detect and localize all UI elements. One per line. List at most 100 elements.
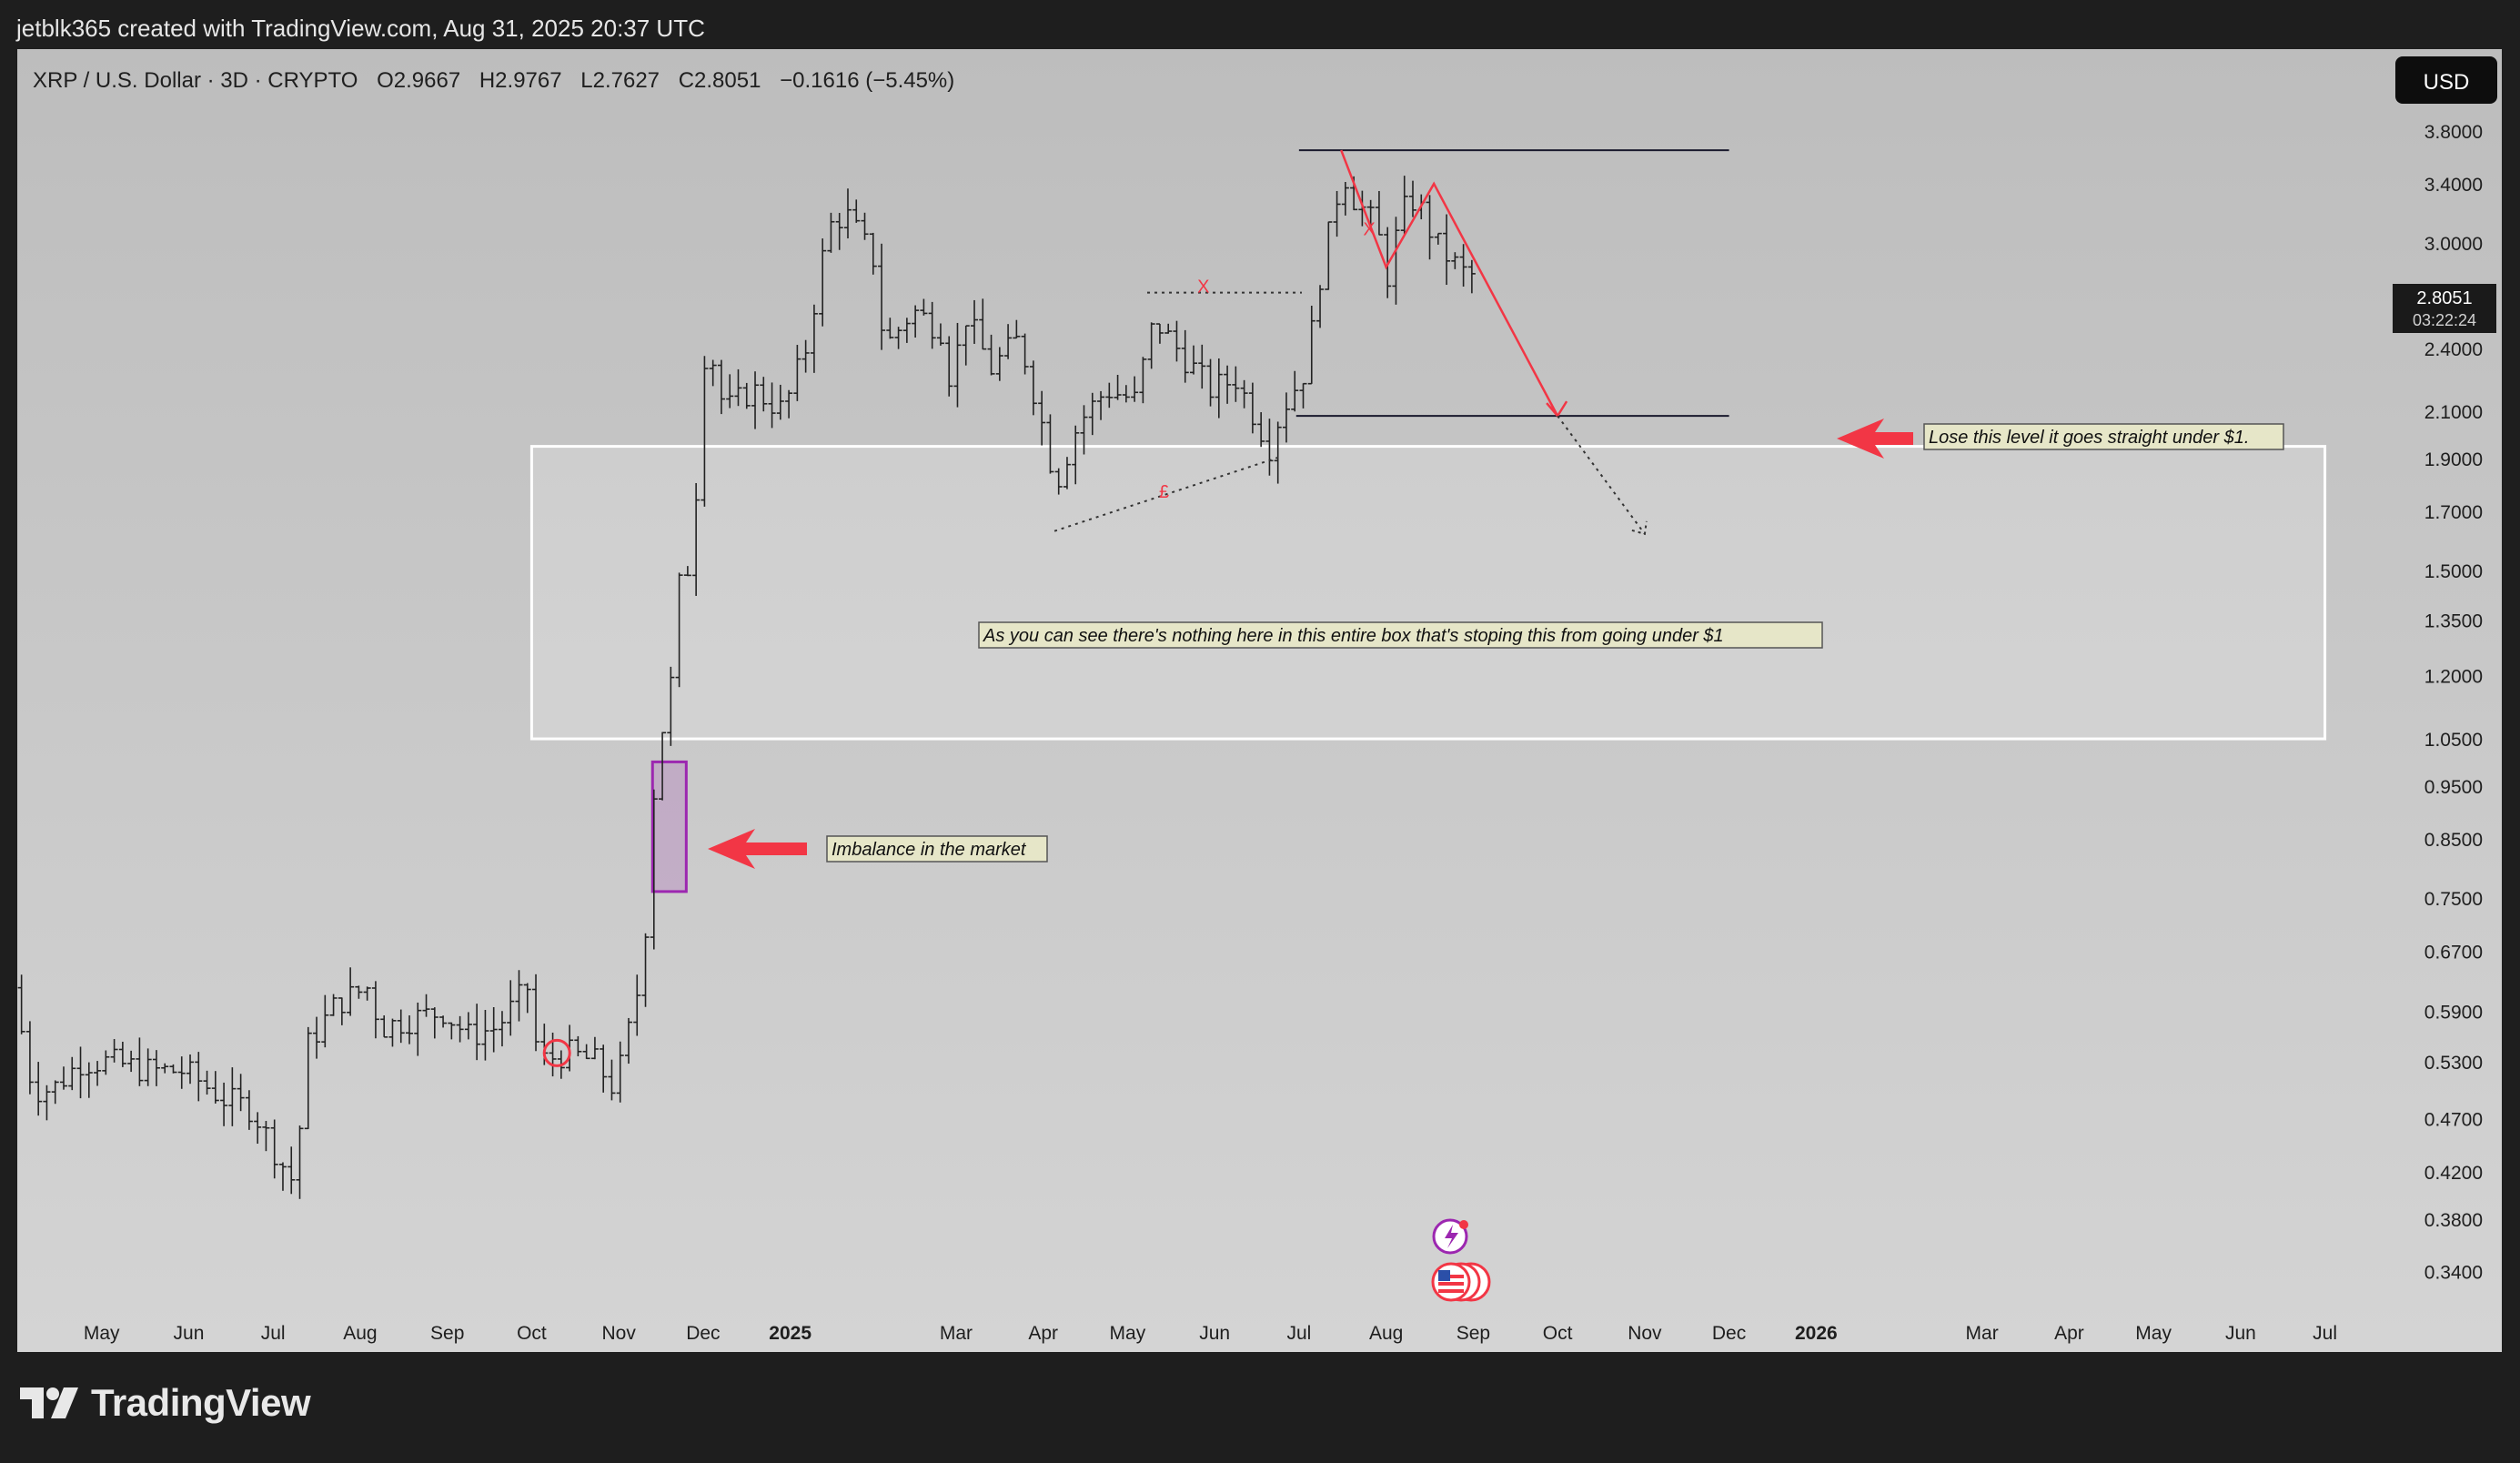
candle[interactable] (801, 339, 810, 373)
candle[interactable] (683, 566, 691, 577)
candle[interactable] (371, 981, 379, 1039)
candle[interactable] (448, 1022, 456, 1040)
candle[interactable] (473, 1004, 481, 1061)
candle[interactable] (304, 1026, 312, 1130)
box-note[interactable]: As you can see there's nothing here in t… (978, 621, 1823, 649)
candle[interactable] (1282, 392, 1290, 443)
candle[interactable] (742, 382, 751, 409)
candle[interactable] (1063, 457, 1071, 489)
candle[interactable] (110, 1039, 118, 1063)
us-flag-event-icon[interactable] (1431, 1262, 1491, 1302)
candle[interactable] (768, 382, 776, 429)
candle[interactable] (751, 371, 760, 429)
candle[interactable] (953, 322, 962, 408)
candle[interactable] (456, 1015, 464, 1043)
imbalance-zone[interactable] (650, 760, 688, 893)
candle[interactable] (701, 356, 709, 507)
candle[interactable] (152, 1050, 160, 1086)
candle[interactable] (489, 1006, 498, 1053)
candle[interactable] (321, 994, 329, 1048)
candle[interactable] (1190, 345, 1198, 375)
candle[interactable] (886, 318, 894, 339)
candle[interactable] (363, 986, 371, 1001)
candle[interactable] (1097, 390, 1105, 420)
candle[interactable] (1274, 421, 1282, 484)
candle[interactable] (936, 323, 944, 346)
candle[interactable] (861, 212, 869, 240)
candle[interactable] (43, 1085, 51, 1121)
candle[interactable] (1021, 333, 1029, 375)
candle[interactable] (1038, 390, 1046, 446)
candle[interactable] (35, 1062, 43, 1116)
candle[interactable] (912, 305, 920, 338)
candle[interactable] (1400, 176, 1408, 237)
candle[interactable] (987, 334, 995, 376)
candle[interactable] (1240, 379, 1248, 409)
candle[interactable] (624, 1017, 632, 1064)
highlight-circle-icon[interactable] (542, 1038, 571, 1067)
candle[interactable] (1046, 414, 1054, 474)
candle[interactable] (347, 967, 355, 1016)
candle[interactable] (94, 1061, 102, 1086)
candle[interactable] (25, 1021, 34, 1095)
spark-event-icon[interactable] (1432, 1218, 1468, 1255)
price-chart[interactable]: 4.20003.80003.40003.00002.40002.10001.90… (17, 49, 2502, 1352)
candle[interactable] (1291, 370, 1299, 412)
candle[interactable] (127, 1050, 136, 1073)
candle[interactable] (161, 1063, 169, 1074)
candle[interactable] (1139, 357, 1147, 404)
candle[interactable] (1105, 382, 1114, 409)
level-arrow-icon[interactable] (1837, 419, 1913, 459)
candle[interactable] (287, 1146, 296, 1195)
candle[interactable] (1392, 217, 1400, 305)
candle[interactable] (979, 298, 987, 350)
candle[interactable] (608, 1059, 616, 1101)
candle[interactable] (430, 1007, 438, 1039)
candle[interactable] (262, 1121, 270, 1152)
candle[interactable] (220, 1082, 228, 1126)
candle[interactable] (675, 572, 683, 688)
projection-extension[interactable] (1557, 415, 1646, 535)
candle[interactable] (254, 1112, 262, 1145)
candle[interactable] (1114, 374, 1122, 400)
candle[interactable] (1375, 191, 1383, 236)
candle[interactable] (1198, 344, 1206, 389)
candle[interactable] (726, 374, 734, 409)
candle[interactable] (1088, 392, 1096, 436)
candle[interactable] (574, 1035, 582, 1056)
candle[interactable] (641, 933, 650, 1007)
candle[interactable] (1054, 468, 1063, 495)
candle[interactable] (1080, 405, 1088, 455)
candle[interactable] (422, 994, 430, 1017)
candle[interactable] (1224, 365, 1232, 404)
candle[interactable] (633, 974, 641, 1036)
candle[interactable] (920, 298, 928, 316)
level-note[interactable]: Lose this level it goes straight under $… (1923, 423, 2284, 450)
candle[interactable] (532, 974, 540, 1052)
candle[interactable] (582, 1044, 590, 1060)
candle[interactable] (1299, 382, 1307, 409)
candle[interactable] (177, 1056, 186, 1089)
candle[interactable] (1443, 214, 1451, 286)
imbalance-arrow-icon[interactable] (708, 829, 807, 869)
candle[interactable] (1426, 195, 1434, 260)
candle[interactable] (1307, 305, 1315, 385)
projection-path[interactable] (1340, 149, 1559, 417)
candle[interactable] (59, 1066, 67, 1090)
candle[interactable] (118, 1041, 126, 1067)
candle[interactable] (1333, 190, 1341, 237)
candle[interactable] (245, 1090, 253, 1130)
candle[interactable] (1147, 322, 1155, 369)
candle[interactable] (819, 238, 827, 327)
candle[interactable] (388, 1018, 397, 1047)
currency-button[interactable]: USD (2395, 56, 2497, 104)
candle[interactable] (995, 347, 1003, 381)
candle[interactable] (1206, 358, 1215, 407)
candle[interactable] (355, 985, 363, 999)
chart-panel[interactable]: 4.20003.80003.40003.00002.40002.10001.90… (17, 49, 2502, 1352)
candle[interactable] (237, 1074, 245, 1112)
candle[interactable] (68, 1056, 76, 1091)
candle[interactable] (270, 1119, 278, 1179)
candle[interactable] (827, 212, 835, 253)
candle[interactable] (507, 980, 515, 1036)
